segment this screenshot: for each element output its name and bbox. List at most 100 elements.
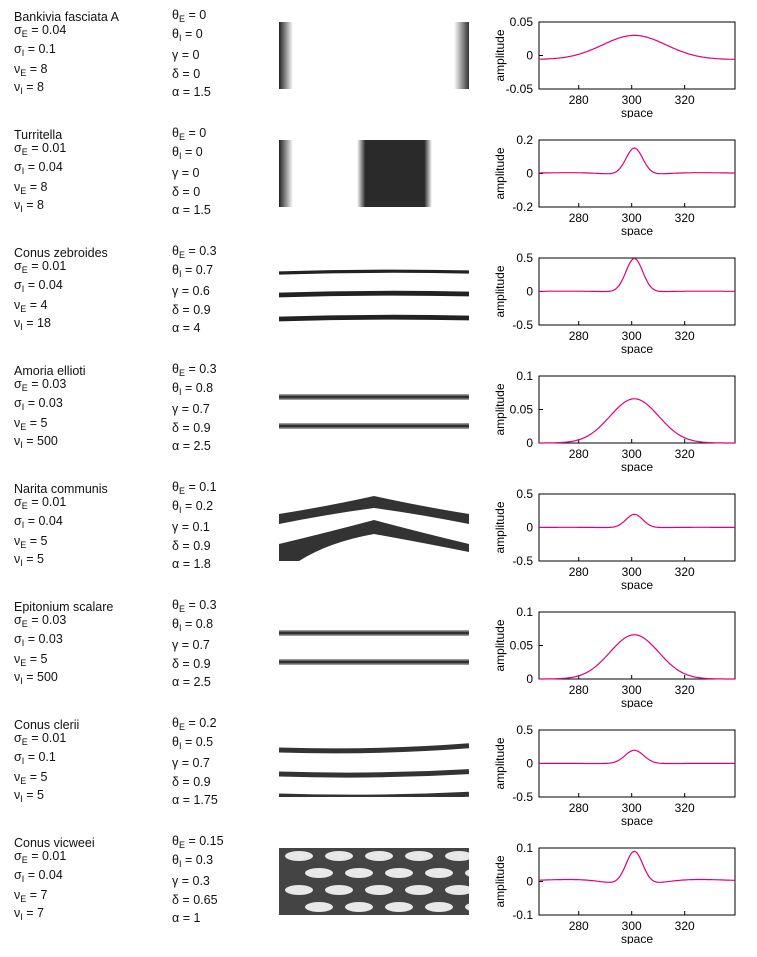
sigma-i-param: σI = 0.1 bbox=[14, 750, 56, 766]
y-tick-label: -0.5 bbox=[512, 790, 533, 804]
sigma-i-param: σI = 0.1 bbox=[14, 42, 56, 58]
nu-e-param: νE = 4 bbox=[14, 298, 48, 314]
x-tick-label: 320 bbox=[675, 683, 695, 697]
shell-pattern-image bbox=[279, 140, 469, 207]
y-tick-label: 0 bbox=[526, 167, 533, 181]
sigma-e-param: σE = 0.03 bbox=[14, 377, 67, 393]
x-axis-label: space bbox=[621, 696, 653, 708]
x-tick-label: 300 bbox=[622, 565, 642, 579]
shell-row: Bankivia fasciata A σE = 0.04 σI = 0.1 ν… bbox=[0, 0, 757, 118]
y-tick-label: -0.5 bbox=[512, 318, 533, 332]
species-name: Turritella bbox=[14, 128, 63, 142]
x-tick-label: 300 bbox=[622, 801, 642, 815]
sigma-e-param: σE = 0.01 bbox=[14, 731, 67, 747]
amplitude-curve bbox=[539, 749, 735, 765]
y-tick-label: 0.2 bbox=[516, 133, 533, 147]
y-tick-label: 0.05 bbox=[510, 639, 534, 653]
y-tick-label: 0.1 bbox=[516, 841, 533, 855]
amplitude-curve bbox=[538, 850, 736, 883]
shell-row: Conus zebroides σE = 0.01 σI = 0.04 νE =… bbox=[0, 236, 757, 354]
nu-i-param: νI = 7 bbox=[14, 906, 44, 922]
sigma-i-param: σI = 0.04 bbox=[14, 868, 63, 884]
sigma-e-param: σE = 0.01 bbox=[14, 259, 67, 275]
shell-row: Turritella σE = 0.01 σI = 0.04 νE = 8 νI… bbox=[0, 118, 757, 236]
nu-i-param: νI = 500 bbox=[14, 670, 58, 686]
nu-e-param: νE = 5 bbox=[14, 416, 48, 432]
alpha-param: α = 1.75 bbox=[172, 793, 218, 807]
shell-row: Epitonium scalare σE = 0.03 σI = 0.03 νE… bbox=[0, 590, 757, 708]
gamma-param: γ = 0 bbox=[172, 166, 200, 180]
species-name: Epitonium scalare bbox=[14, 600, 114, 614]
shell-pattern-image bbox=[279, 376, 469, 443]
y-tick-label: -0.1 bbox=[512, 908, 533, 922]
shell-pattern-image bbox=[279, 612, 469, 679]
gamma-param: γ = 0.3 bbox=[172, 874, 210, 888]
x-axis-label: space bbox=[621, 224, 653, 236]
shell-row: Narita communis σE = 0.01 σI = 0.04 νE =… bbox=[0, 472, 757, 590]
shell-pattern-image bbox=[279, 848, 493, 915]
amplitude-plot: 0.5 0 -0.5 280 300 320 space amplitude bbox=[490, 708, 750, 826]
nu-i-param: νI = 8 bbox=[14, 198, 44, 214]
alpha-param: α = 1.8 bbox=[172, 557, 211, 571]
x-tick-label: 320 bbox=[675, 801, 695, 815]
x-axis-label: space bbox=[621, 106, 653, 118]
x-axis-label: space bbox=[621, 932, 653, 944]
alpha-param: α = 2.5 bbox=[172, 439, 211, 453]
species-name: Narita communis bbox=[14, 482, 108, 496]
gamma-param: γ = 0.7 bbox=[172, 638, 210, 652]
y-axis-label: amplitude bbox=[493, 383, 507, 435]
theta-e-param: θE = 0 bbox=[172, 8, 207, 24]
amplitude-plot: 0.1 0.05 0 280 300 320 space amplitude bbox=[490, 590, 750, 708]
sigma-i-param: σI = 0.04 bbox=[14, 278, 63, 294]
x-tick-label: 320 bbox=[675, 565, 695, 579]
gamma-param: γ = 0 bbox=[172, 48, 200, 62]
shell-row: Conus vicweei σE = 0.01 σI = 0.04 νE = 7… bbox=[0, 826, 757, 944]
theta-i-param: θI = 0.3 bbox=[172, 853, 214, 869]
sigma-e-param: σE = 0.04 bbox=[14, 23, 67, 39]
pattern-mark bbox=[279, 394, 469, 429]
pattern-mark bbox=[279, 22, 469, 89]
theta-i-param: θI = 0.8 bbox=[172, 381, 214, 397]
sigma-e-param: σE = 0.01 bbox=[14, 495, 67, 511]
x-axis-label: space bbox=[621, 578, 653, 590]
x-tick-label: 280 bbox=[569, 801, 589, 815]
y-tick-label: 0.1 bbox=[516, 369, 533, 383]
x-axis-label: space bbox=[621, 342, 653, 354]
pattern-mark bbox=[278, 743, 470, 800]
amplitude-plot: 0.5 0 -0.5 280 300 320 space amplitude bbox=[490, 472, 750, 590]
pattern-mark bbox=[279, 630, 469, 665]
y-tick-label: -0.5 bbox=[512, 554, 533, 568]
shell-pattern-image bbox=[279, 22, 469, 89]
y-tick-label: 0 bbox=[526, 757, 533, 771]
nu-i-param: νI = 5 bbox=[14, 788, 44, 804]
plot-frame bbox=[538, 847, 736, 916]
amplitude-plot: 0.05 0 -0.05 280 300 320 space amplitude bbox=[490, 0, 750, 118]
x-tick-label: 280 bbox=[569, 211, 589, 225]
plot-frame bbox=[538, 21, 736, 90]
amplitude-curve bbox=[539, 147, 735, 175]
y-tick-label: 0.05 bbox=[510, 403, 534, 417]
pattern-mark bbox=[278, 269, 470, 322]
x-tick-label: 280 bbox=[569, 93, 589, 107]
theta-e-param: θE = 0.1 bbox=[172, 480, 217, 496]
y-axis-label: amplitude bbox=[493, 501, 507, 553]
nu-e-param: νE = 8 bbox=[14, 180, 48, 196]
species-name: Conus vicweei bbox=[14, 836, 95, 850]
x-tick-label: 320 bbox=[675, 919, 695, 933]
y-tick-label: -0.05 bbox=[506, 82, 534, 96]
amplitude-curve bbox=[539, 34, 736, 60]
amplitude-curve bbox=[539, 634, 735, 680]
gamma-param: γ = 0.7 bbox=[172, 756, 210, 770]
species-name: Conus zebroides bbox=[14, 246, 108, 260]
species-name: Conus clerii bbox=[14, 718, 80, 732]
y-tick-label: 0 bbox=[526, 436, 533, 450]
y-tick-label: 0 bbox=[526, 521, 533, 535]
delta-param: δ = 0.9 bbox=[172, 421, 211, 435]
plot-frame bbox=[538, 611, 736, 680]
sigma-e-param: σE = 0.03 bbox=[14, 613, 67, 629]
shell-row: Conus clerii σE = 0.01 σI = 0.1 νE = 5 ν… bbox=[0, 708, 757, 826]
y-axis-label: amplitude bbox=[493, 265, 507, 317]
alpha-param: α = 1.5 bbox=[172, 203, 211, 217]
x-tick-label: 280 bbox=[569, 919, 589, 933]
delta-param: δ = 0.9 bbox=[172, 303, 211, 317]
